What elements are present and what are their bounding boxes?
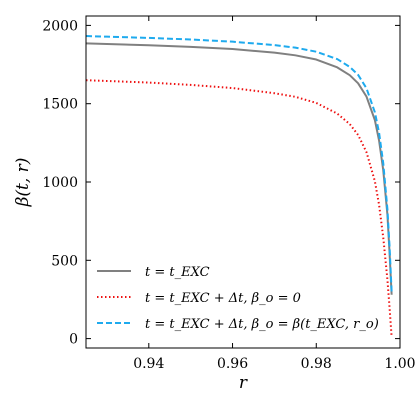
- x-tick-label: 1.00: [384, 356, 415, 372]
- x-tick-label: 0.94: [133, 356, 164, 372]
- x-axis-label: r: [239, 373, 248, 393]
- legend: t = t_EXC t = t_EXC + Δt, β_o = 0 t = t_…: [97, 265, 379, 332]
- legend-label-series-1: t = t_EXC: [145, 265, 210, 280]
- x-tick-label: 0.98: [301, 356, 332, 372]
- y-tick-label: 1000: [42, 175, 78, 191]
- x-tick-label: 0.96: [217, 356, 248, 372]
- series-line-3: [86, 35, 393, 292]
- y-tick-label: 1500: [42, 97, 78, 113]
- legend-label-series-3: t = t_EXC + Δt, β_o = β(t_EXC, r_o): [145, 317, 379, 332]
- y-tick-label: 500: [51, 253, 78, 269]
- series-line-1: [86, 42, 393, 295]
- y-axis-label: β(t, r): [13, 158, 33, 208]
- ticks-layer: 0.94 0.96 0.98 1.00 0 500 1000 1500 2000: [42, 16, 415, 372]
- y-tick-label: 0: [69, 332, 78, 348]
- plot-background: [86, 16, 400, 348]
- legend-label-series-2: t = t_EXC + Δt, β_o = 0: [145, 291, 301, 306]
- y-tick-label: 2000: [42, 18, 78, 34]
- series-layer: [86, 35, 393, 338]
